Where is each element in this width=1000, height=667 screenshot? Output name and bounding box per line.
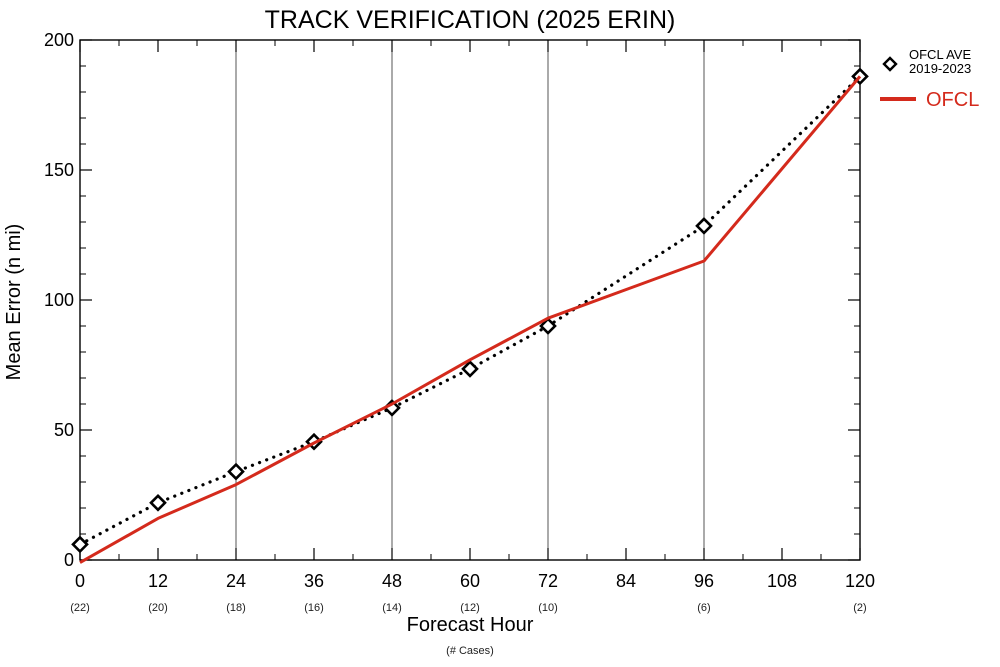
diamond-marker xyxy=(149,493,167,512)
diamond-marker xyxy=(539,317,557,335)
case-count-label: (6) xyxy=(697,602,710,614)
case-count-label: (16) xyxy=(304,602,324,614)
y-tick-label: 200 xyxy=(44,30,74,50)
plot-area: 0 50 100 150 200 0 12 24 36 48 60 72 84 96 108 120 (22) (… xyxy=(44,30,875,614)
y-tick-label: 100 xyxy=(44,290,74,310)
case-count-label: (20) xyxy=(148,602,168,614)
legend-label-ofcl-ave: OFCL AVE xyxy=(909,47,971,62)
case-count-label: (10) xyxy=(538,602,558,614)
x-tick-label: 48 xyxy=(382,571,402,591)
x-tick-label: 0 xyxy=(75,571,85,591)
x-tick-label: 84 xyxy=(616,571,636,591)
y-axis-label: Mean Error (n mi) xyxy=(3,224,25,381)
series-line-ofcl-ave xyxy=(78,74,862,547)
diamond-marker xyxy=(71,535,89,554)
case-count-label: (2) xyxy=(853,602,866,614)
x-tick-label: 60 xyxy=(460,571,480,591)
diamond-marker xyxy=(695,217,713,235)
diamond-marker xyxy=(227,462,245,481)
y-tick-label: 150 xyxy=(44,160,74,180)
plot-frame xyxy=(79,39,861,561)
x-tick-label: 36 xyxy=(304,571,324,591)
x-tick-label: 108 xyxy=(767,571,797,591)
chart-title: TRACK VERIFICATION (2025 ERIN) xyxy=(265,6,676,34)
x-tick-label: 72 xyxy=(538,571,558,591)
series-line-ofcl xyxy=(79,75,862,564)
case-count-label: (12) xyxy=(460,602,480,614)
diamond-marker xyxy=(461,360,479,378)
case-count-label: (22) xyxy=(70,602,90,614)
legend-label-ofcl-ave-years: 2019-2023 xyxy=(909,61,971,76)
case-count-label: (18) xyxy=(226,602,246,614)
x-tick-label: 12 xyxy=(148,571,168,591)
y-tick-label: 0 xyxy=(64,550,74,570)
case-count-label: (14) xyxy=(382,602,402,614)
x-tick-label: 24 xyxy=(226,571,246,591)
x-axis-label: Forecast Hour xyxy=(407,614,534,636)
x-axis-sublabel: (# Cases) xyxy=(446,645,494,657)
legend-diamond-marker xyxy=(882,56,898,72)
y-tick-label: 50 xyxy=(54,420,74,440)
x-tick-label: 120 xyxy=(845,571,875,591)
x-tick-label: 96 xyxy=(694,571,714,591)
legend-label-ofcl: OFCL xyxy=(926,89,979,111)
